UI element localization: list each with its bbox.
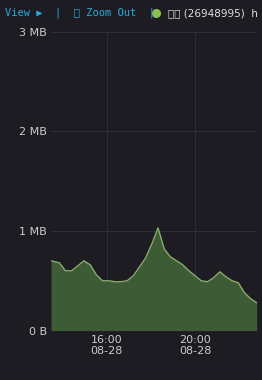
Text: 苹果 (26948995)  h: 苹果 (26948995) h xyxy=(168,8,258,18)
Text: View ▶  |  🔍 Zoom Out  |: View ▶ | 🔍 Zoom Out | xyxy=(5,8,155,18)
